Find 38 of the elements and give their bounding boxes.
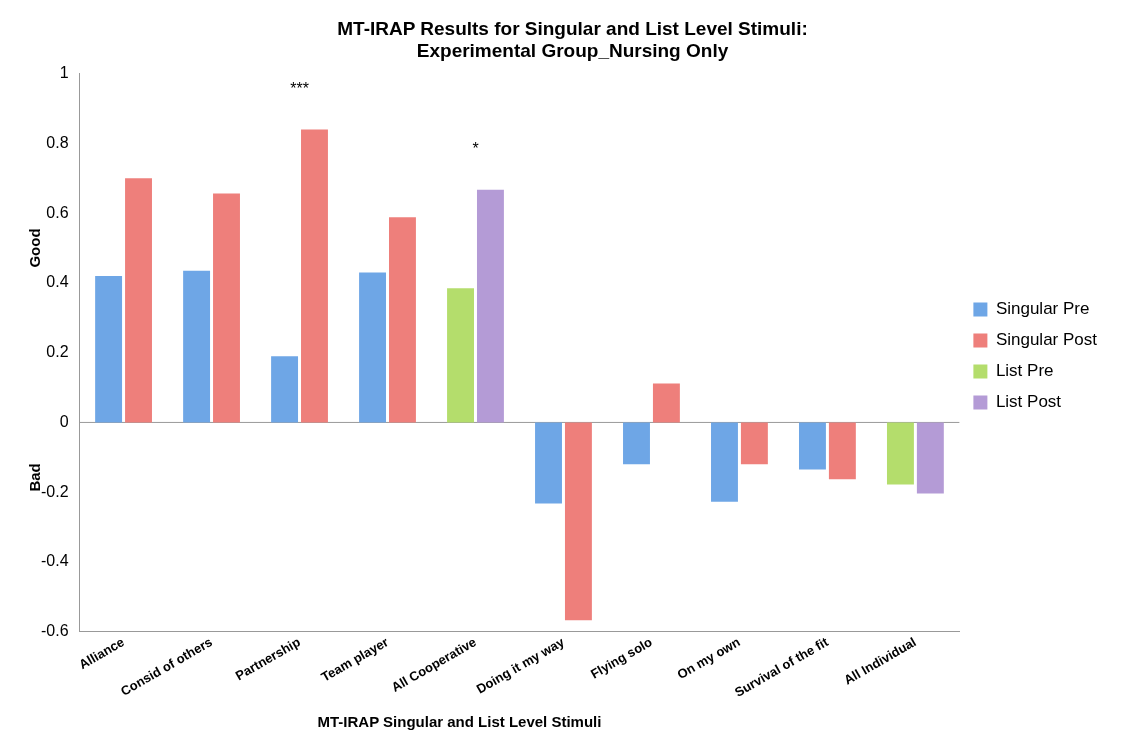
bar [389, 217, 416, 423]
legend-label: Singular Pre [995, 299, 1090, 319]
bar [916, 422, 944, 494]
y-tick-label: 0.2 [46, 343, 69, 361]
y-tick-label: 1 [59, 64, 69, 82]
annotation: * [472, 140, 479, 158]
x-axis-title: MT-IRAP Singular and List Level Stimuli [317, 712, 602, 730]
y-tick-label: 0 [59, 412, 69, 430]
y-tick-label: 0.8 [46, 133, 69, 151]
bar [95, 275, 123, 423]
bar [828, 422, 856, 480]
bar [447, 288, 474, 423]
chart-title: MT-IRAP Results for Singular and List Level Stimuli: Experimental Group_Nursing Only [337, 17, 808, 62]
bar [564, 422, 592, 621]
x-tick-label: On my own [674, 634, 743, 683]
bar [476, 189, 504, 423]
bar [652, 383, 680, 423]
bar [623, 422, 650, 465]
bar [886, 422, 914, 485]
legend-label: List Pre [995, 361, 1054, 381]
y-tick-label: -0.4 [40, 552, 69, 570]
y-tick-label: 0.4 [46, 273, 69, 291]
legend-label: List Post [995, 392, 1062, 412]
bar [183, 270, 211, 423]
bar [711, 422, 738, 502]
bar [125, 178, 152, 423]
legend-label: Singular Post [995, 330, 1098, 350]
annotation: *** [290, 79, 309, 97]
bar [271, 356, 299, 423]
y-tick-label: -0.6 [40, 622, 69, 640]
bar [359, 272, 387, 423]
bar [213, 193, 240, 423]
bar [740, 422, 768, 465]
text: Good [26, 228, 44, 268]
bar [301, 129, 328, 423]
y-tick-label: 0.6 [46, 203, 69, 221]
bar [799, 422, 826, 470]
bar [535, 422, 562, 504]
